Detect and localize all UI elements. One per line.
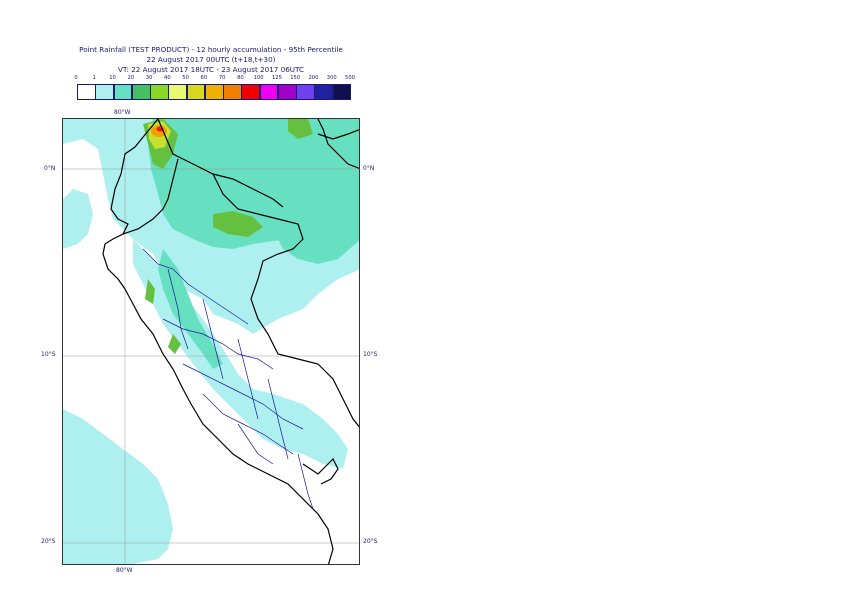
legend-tick-label: 80 xyxy=(237,75,244,81)
legend-tick-label: 0 xyxy=(74,75,78,81)
lat-label-10-left: 10°S xyxy=(41,351,56,358)
region-boundary xyxy=(237,423,274,465)
legend-color-box xyxy=(259,84,279,100)
region-boundary xyxy=(202,298,224,380)
border-chile-bolivia xyxy=(317,513,334,564)
legend-color-box xyxy=(223,84,242,100)
region-boundary xyxy=(297,453,314,510)
legend-tick-label: 60 xyxy=(200,75,208,81)
rainfall-heavy-core xyxy=(151,125,167,137)
rain-area-green-5 xyxy=(168,334,181,354)
legend-color-box xyxy=(186,84,206,100)
rain-area-green-3 xyxy=(288,119,313,139)
border-peru-brazil xyxy=(212,173,359,428)
graticule xyxy=(63,119,359,564)
legend-tick-label: 125 xyxy=(271,75,282,81)
region-boundary xyxy=(162,318,274,370)
legend-tick-label: 100 xyxy=(253,75,264,81)
legend-color-box xyxy=(277,84,297,100)
region-boundary xyxy=(182,363,304,430)
coastline-borders xyxy=(102,119,359,564)
legend-tick-label: 30 xyxy=(145,75,153,81)
border-colombia-ecuador xyxy=(157,119,284,208)
rainfall-map xyxy=(62,118,360,565)
legend-color-box xyxy=(204,84,224,100)
region-boundary xyxy=(202,393,294,455)
legend-tick-label: 1 xyxy=(92,75,96,81)
legend-color-box xyxy=(314,84,334,100)
legend-tick-label: 70 xyxy=(218,75,226,81)
border-bolivia-argentina xyxy=(302,457,339,485)
legend-tick-label: 200 xyxy=(308,75,319,81)
legend-tick-label: 500 xyxy=(345,75,355,81)
legend-color-box xyxy=(241,84,261,100)
title-line-3: VT: 22 August 2017 18UTC - 23 August 201… xyxy=(117,65,305,74)
legend-tick-label: 20 xyxy=(127,75,135,81)
border-north-colombia xyxy=(317,119,359,169)
legend-color-box xyxy=(332,84,352,100)
rain-area-andes-light xyxy=(133,239,348,469)
region-boundary xyxy=(267,378,289,460)
lat-label-20-right: 20°S xyxy=(363,538,378,545)
region-boundary xyxy=(237,338,259,420)
border-ecuador-peru xyxy=(122,158,179,235)
rain-area-green-2 xyxy=(213,211,263,237)
legend-color-box xyxy=(77,84,96,100)
legend-color-box xyxy=(150,84,169,100)
rainfall-mid-areas xyxy=(148,119,359,369)
legend-color-box xyxy=(296,84,315,100)
rain-area-green-4 xyxy=(145,279,155,304)
rain-area-andes-mid xyxy=(158,249,223,369)
legend-tick-label: 50 xyxy=(182,75,189,81)
rain-area-amazon-mid xyxy=(273,164,359,264)
legend-color-box xyxy=(131,84,151,100)
lat-label-0-left: 0°N xyxy=(44,165,56,172)
legend-color-box xyxy=(113,84,133,100)
legend-tick-label: 300 xyxy=(326,75,337,81)
coastline-west xyxy=(102,119,319,515)
color-legend: 0 1 10 20 30 40 50 60 70 80 100 125 150 200 300 500 xyxy=(74,75,355,103)
title-line-1: Point Rainfall (TEST PRODUCT) - 12 hourl… xyxy=(79,45,343,54)
lon-label-bottom: 80°W xyxy=(116,567,133,574)
internal-regions xyxy=(142,248,314,510)
legend-tick-label: 10 xyxy=(109,75,116,81)
rain-area-ocean-southwest xyxy=(63,409,173,564)
lat-label-20-left: 20°S xyxy=(41,538,56,545)
lat-label-10-right: 10°S xyxy=(363,351,378,358)
lon-label-top: 80°W xyxy=(114,109,131,116)
title-line-2: 22 August 2017 00UTC (t+18,t+30) xyxy=(146,55,276,64)
region-boundary xyxy=(142,248,249,325)
legend-color-box xyxy=(95,84,115,100)
map-svg xyxy=(63,119,359,564)
region-boundary xyxy=(167,268,189,350)
legend-tick-label: 150 xyxy=(290,75,301,81)
legend-tick-label: 40 xyxy=(164,75,171,81)
rain-area-ocean-west xyxy=(63,189,93,249)
lat-label-0-right: 0°N xyxy=(363,165,375,172)
legend-color-box xyxy=(168,84,188,100)
